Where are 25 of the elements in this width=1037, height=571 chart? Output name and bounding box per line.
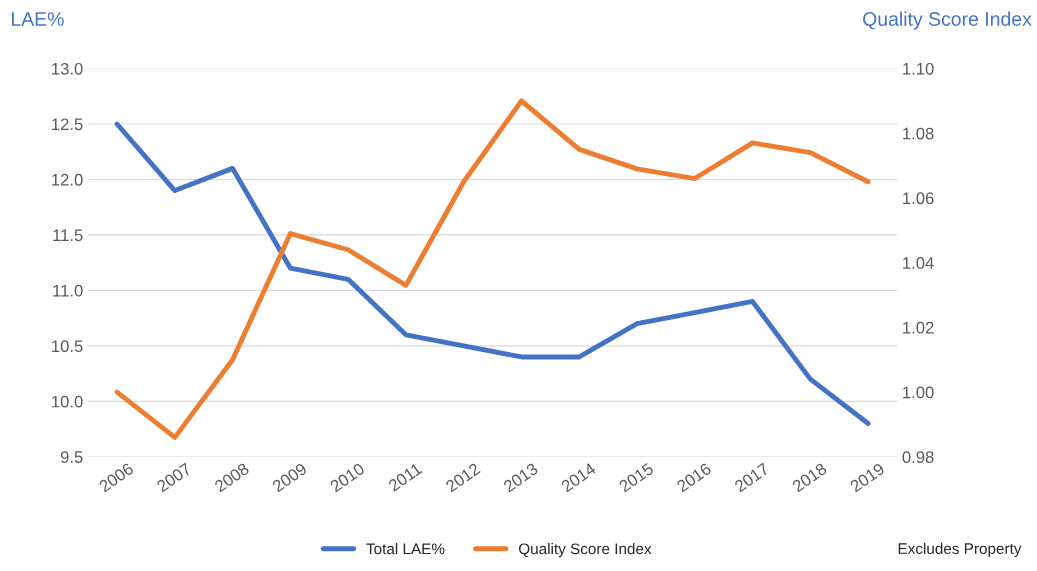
x-tick-label: 2019	[849, 462, 886, 493]
text: Excludes Property	[898, 542, 1022, 558]
x-tick-label: 2009	[271, 462, 308, 493]
y2-tick-label: 0.98	[902, 451, 934, 463]
x-tick-label: 2010	[329, 462, 366, 493]
y-tick-label: 12.5	[52, 118, 83, 131]
y2-tick-label: 1.00	[903, 386, 934, 399]
y2-tick-label: 1.08	[903, 127, 934, 140]
y-tick-label: 11.0	[53, 284, 83, 297]
y-tick-label: 12.0	[52, 173, 83, 186]
y-tick-label: 13.0	[52, 62, 83, 75]
y2-tick-label: 1.04	[903, 257, 934, 269]
y-tick-label: 11.5	[53, 229, 83, 242]
legend-label: Total LAE%	[366, 543, 445, 555]
y-tick-label: 9.5	[60, 451, 83, 463]
y2-tick-label: 1.10	[903, 62, 934, 75]
legend-label: Quality Score Index	[519, 543, 652, 558]
y-tick-label: 10.5	[52, 340, 83, 353]
y2-tick-label: 1.06	[903, 192, 934, 205]
y2-axis-title: Quality Score Index	[863, 11, 1032, 30]
x-tick-label: 2011	[387, 462, 423, 492]
x-tick-label: 2013	[502, 462, 539, 493]
y-tick-label: 10.0	[52, 395, 83, 408]
y-axis-title: LAE%	[11, 12, 64, 26]
y2-tick-label: 1.02	[903, 321, 934, 334]
